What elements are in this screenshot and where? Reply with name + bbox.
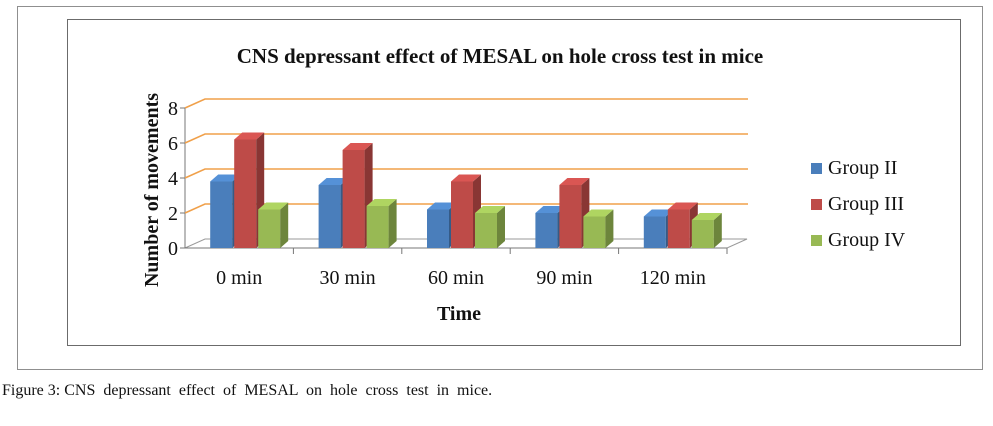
legend-label: Group IV [828, 229, 906, 251]
y-axis-label: Number of movements [141, 93, 163, 287]
y-tick-label: 8 [168, 98, 178, 120]
legend-swatch [811, 163, 822, 174]
bar-top [451, 174, 481, 182]
axes: 0 2 4 6 8 0 min 30 min 60 min 90 min 120 min [168, 98, 728, 289]
bar-top [318, 178, 349, 185]
bar-front [427, 209, 449, 248]
bar-top [342, 143, 373, 150]
bar-front [583, 216, 606, 248]
y-tick-label: 2 [168, 203, 178, 225]
y-tick-label: 6 [168, 133, 178, 155]
caption-label: Figure 3: [2, 382, 61, 399]
bar-front [318, 185, 341, 248]
bar [667, 202, 698, 248]
bar-front [234, 139, 257, 248]
gridline [184, 133, 748, 144]
bar-top [210, 174, 241, 182]
bar-front [366, 206, 389, 248]
bar-front [475, 213, 497, 248]
bar-side [605, 209, 614, 248]
bar-top [475, 206, 505, 213]
legend-label: Group III [828, 193, 904, 215]
bar-top [583, 209, 614, 217]
bar-top [691, 213, 722, 220]
gridline [184, 168, 748, 179]
x-axis-label: Time [437, 303, 481, 325]
legend-item: Group III [811, 193, 904, 215]
bar-side [280, 202, 289, 248]
bar-top [643, 209, 674, 217]
bar [234, 132, 265, 248]
gridline [184, 98, 748, 109]
bar-top [667, 202, 698, 210]
bar [691, 213, 722, 248]
bar-front [535, 213, 558, 248]
legend-label: Group II [828, 157, 897, 179]
x-tick-label: 90 min [536, 267, 592, 289]
bar-front [691, 220, 714, 248]
legend-item: Group IV [811, 229, 906, 251]
bar [366, 199, 397, 248]
bars [210, 132, 722, 248]
x-tick-label: 60 min [428, 267, 484, 289]
bar-top [366, 199, 397, 206]
bar [475, 206, 505, 248]
x-tick-label: 30 min [320, 267, 376, 289]
bar-front [451, 181, 473, 248]
legend: Group II Group III Group IV [811, 157, 906, 251]
legend-swatch [811, 235, 822, 246]
bar-top [258, 202, 289, 210]
x-tick-label: 120 min [640, 267, 706, 289]
bar-side [388, 199, 397, 248]
y-tick-label: 4 [168, 168, 178, 190]
x-tick-label: 0 min [216, 267, 262, 289]
bar-front [643, 216, 666, 248]
bar-top [559, 178, 590, 185]
figure-caption: Figure 3: CNS depressant effect of MESAL … [2, 380, 522, 401]
bar-front [258, 209, 281, 248]
legend-swatch [811, 199, 822, 210]
bar [583, 209, 614, 248]
bar-top [234, 132, 265, 140]
bar-top [535, 206, 566, 213]
figure-frame [17, 6, 983, 370]
bar-side [713, 213, 722, 248]
chart-title: CNS depressant effect of MESAL on hole c… [237, 44, 764, 68]
y-tick-label: 0 [168, 238, 178, 260]
bar [258, 202, 289, 248]
bar-front [559, 185, 582, 248]
bar-side [497, 206, 505, 248]
legend-item: Group II [811, 157, 897, 179]
bar-front [667, 209, 690, 248]
bar-front [342, 150, 365, 248]
caption-text: CNS depressant effect of MESAL on hole c… [64, 382, 493, 399]
bar-front [210, 181, 233, 248]
bar-top [427, 202, 457, 210]
